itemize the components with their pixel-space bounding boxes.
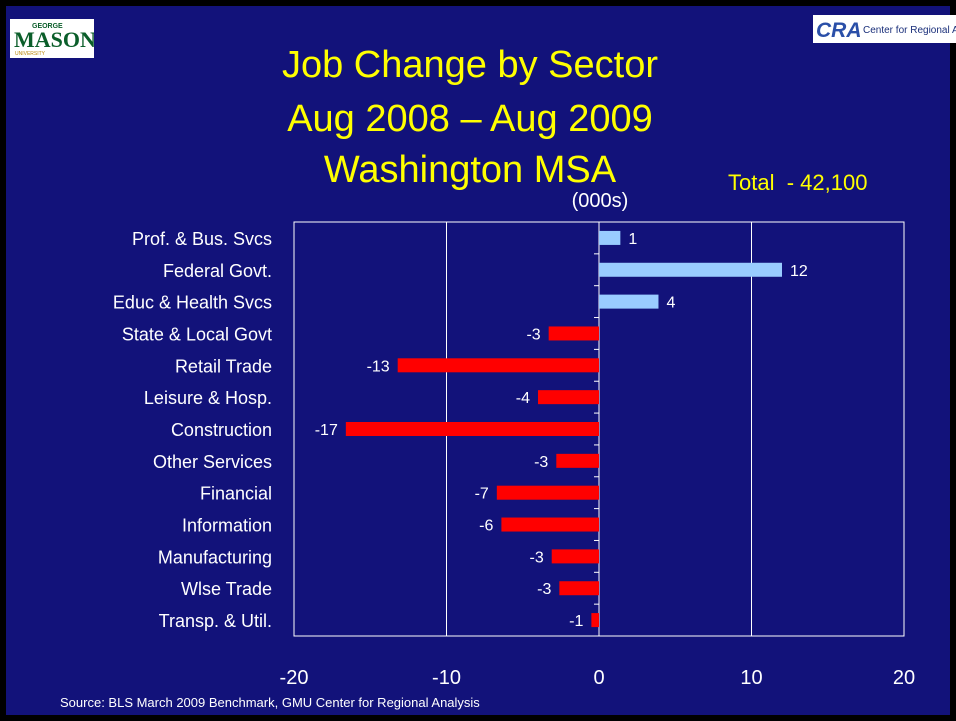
- george-mason-logo: GEORGE MASON UNIVERSITY: [10, 19, 96, 58]
- data-label: -7: [475, 486, 489, 503]
- category-label: State & Local Govt: [122, 324, 272, 344]
- data-label: 4: [666, 295, 675, 312]
- category-label: Retail Trade: [175, 356, 272, 376]
- x-tick-label: -20: [280, 667, 309, 689]
- bar: [501, 517, 599, 532]
- svg-text:CRA: CRA: [816, 19, 862, 42]
- bar: [548, 326, 599, 341]
- data-label: 1: [628, 231, 637, 248]
- total-label: Total - 42,100: [728, 170, 868, 195]
- category-label: Information: [182, 516, 272, 536]
- bar: [496, 485, 599, 500]
- units-label: (000s): [571, 190, 629, 212]
- data-label: -13: [367, 358, 390, 375]
- bar: [345, 422, 599, 436]
- chart-title-line-1: Job Change by Sector: [281, 44, 658, 86]
- category-label: Other Services: [153, 452, 272, 472]
- bar: [559, 581, 599, 596]
- x-tick-label: -10: [432, 667, 461, 689]
- x-tick-label: 20: [893, 667, 915, 689]
- data-label: -4: [516, 390, 530, 407]
- bar: [599, 262, 782, 277]
- x-tick-label: 0: [593, 667, 604, 689]
- svg-text:GEORGE: GEORGE: [32, 23, 63, 30]
- bar: [599, 230, 621, 245]
- source-note: Source: BLS March 2009 Benchmark, GMU Ce…: [60, 695, 480, 710]
- svg-text:MASON: MASON: [14, 27, 94, 52]
- data-label: -1: [569, 613, 583, 630]
- category-label: Financial: [200, 484, 272, 504]
- bar: [551, 549, 599, 564]
- category-label: Leisure & Hosp.: [144, 388, 272, 408]
- category-label: Manufacturing: [158, 547, 272, 567]
- category-label: Prof. & Bus. Svcs: [132, 229, 272, 249]
- svg-text:UNIVERSITY: UNIVERSITY: [15, 51, 46, 57]
- category-label: Construction: [171, 420, 272, 440]
- data-label: -3: [529, 549, 543, 566]
- data-label: 12: [790, 263, 808, 280]
- category-label: Transp. & Util.: [159, 611, 272, 631]
- cra-logo: CRA Center for Regional Analy: [813, 15, 956, 43]
- bar: [591, 613, 599, 628]
- bar: [538, 390, 599, 405]
- svg-text:Center for Regional Analy: Center for Regional Analy: [863, 25, 956, 36]
- x-tick-label: 10: [740, 667, 762, 689]
- data-label: -17: [315, 422, 338, 439]
- category-label: Educ & Health Svcs: [113, 293, 272, 313]
- bar: [599, 294, 659, 309]
- bar: [556, 453, 599, 468]
- data-label: -3: [534, 454, 548, 471]
- data-label: -6: [479, 518, 493, 535]
- chart-title-line-2: Aug 2008 – Aug 2009: [287, 98, 653, 140]
- category-label: Federal Govt.: [163, 261, 272, 281]
- category-label: Wlse Trade: [181, 579, 272, 599]
- chart-title-line-3: Washington MSA: [323, 149, 617, 191]
- bar: [397, 358, 599, 373]
- data-label: -3: [526, 326, 540, 343]
- data-label: -3: [537, 581, 551, 598]
